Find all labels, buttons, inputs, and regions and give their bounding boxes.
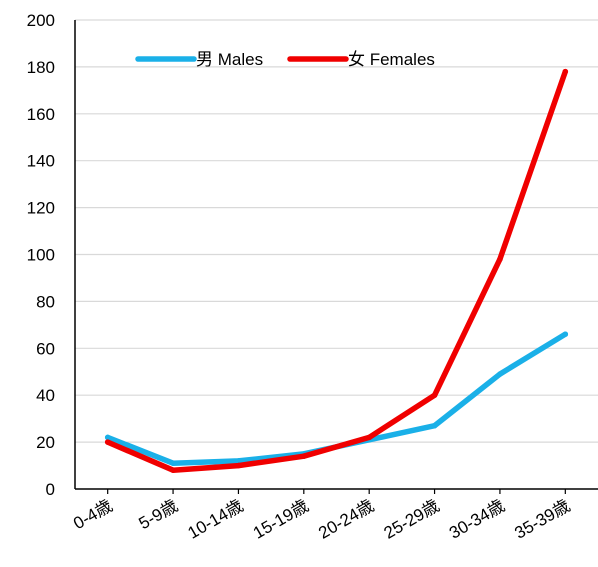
- y-tick-label: 80: [36, 292, 55, 311]
- legend: 男 Males 女 Females: [138, 50, 435, 69]
- y-tick-label: 160: [27, 105, 55, 124]
- data-point: [563, 69, 569, 75]
- x-tick-label: 35-39歳: [511, 496, 573, 543]
- x-tick-label: 25-29歳: [381, 496, 443, 543]
- data-point: [432, 392, 438, 398]
- y-tick-label: 0: [46, 480, 55, 499]
- y-tick-label: 40: [36, 386, 55, 405]
- data-point: [497, 256, 503, 262]
- data-point: [497, 371, 503, 377]
- x-tick-label: 5-9歳: [136, 496, 182, 533]
- data-point: [170, 467, 176, 473]
- y-tick-label: 20: [36, 433, 55, 452]
- y-tick-label: 140: [27, 152, 55, 171]
- data-point: [301, 453, 307, 459]
- x-tick-label: 30-34歳: [446, 496, 508, 543]
- data-point: [105, 435, 111, 441]
- legend-label: 女 Females: [348, 50, 435, 69]
- data-point: [563, 331, 569, 337]
- gridlines: [75, 20, 598, 442]
- y-tick-label: 180: [27, 58, 55, 77]
- y-tick-label: 200: [27, 11, 55, 30]
- data-point: [366, 435, 372, 441]
- data-point: [170, 460, 176, 466]
- x-tick-label: 20-24歳: [315, 496, 377, 543]
- data-point: [105, 439, 111, 445]
- legend-label: 男 Males: [196, 50, 263, 69]
- series-line: [108, 72, 566, 471]
- x-tick-label: 15-19歳: [250, 496, 312, 543]
- y-tick-label: 60: [36, 339, 55, 358]
- y-tick-label: 100: [27, 246, 55, 265]
- x-tick-label: 0-4歳: [70, 496, 116, 533]
- x-tick-label: 10-14歳: [185, 496, 247, 543]
- data-point: [432, 423, 438, 429]
- y-tick-label: 120: [27, 199, 55, 218]
- axes: 0 20 40 60 80 100 120 140 160 180 200 0-4歳 5-9歳 10-14…: [27, 11, 598, 543]
- data-point: [236, 463, 242, 469]
- series-line: [108, 334, 566, 463]
- series-lines: [105, 69, 568, 473]
